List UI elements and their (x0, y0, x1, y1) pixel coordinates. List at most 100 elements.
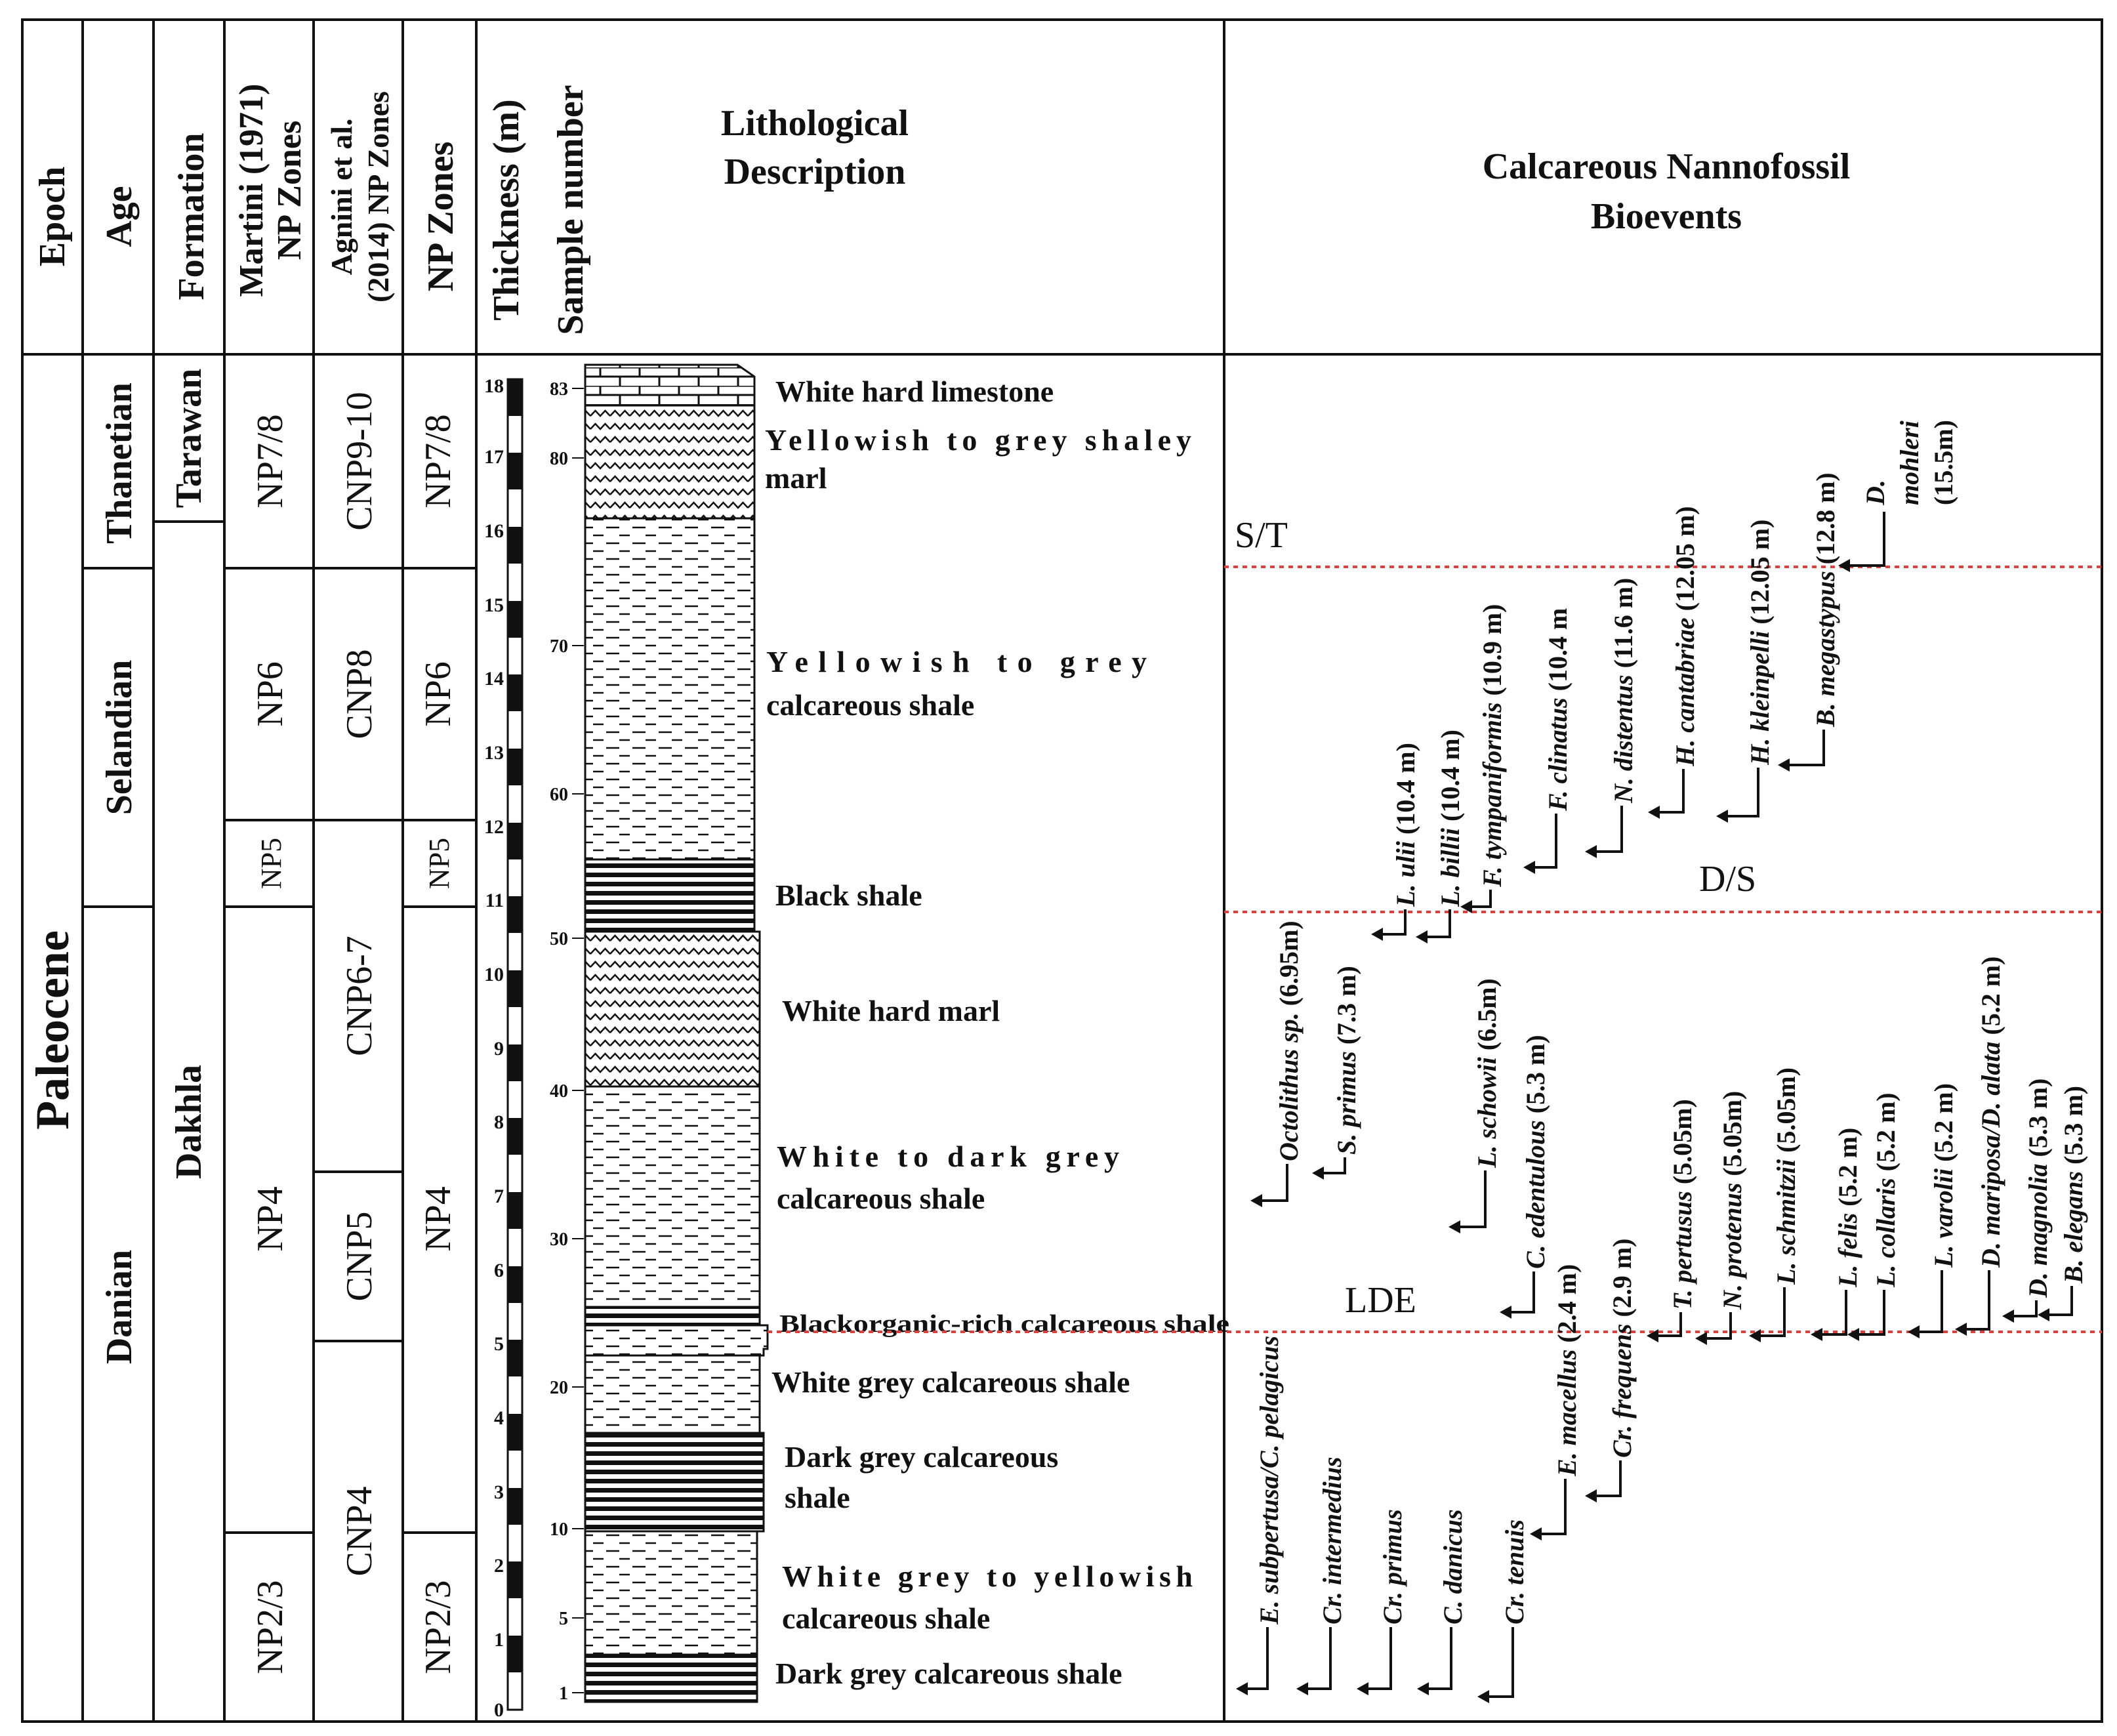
bioevent-label: L. varolii (5.2 m) (1929, 1083, 1958, 1268)
agnini-zone: CNP9-10 (339, 392, 380, 531)
martini-zone: NP6 (250, 661, 291, 727)
litho-desc: shale (785, 1481, 850, 1514)
martini-zone: NP5 (255, 838, 287, 889)
sample-tick: 10 (550, 1519, 568, 1540)
bioevent-label: N. distentus (11.6 m) (1609, 578, 1638, 804)
header-age: Age (99, 186, 140, 247)
sample-tick: 50 (550, 929, 568, 949)
thickness-tick: 13 (484, 742, 504, 764)
thickness-tick: 11 (485, 890, 504, 911)
header-agnini-1: Agnini et al. (325, 119, 358, 276)
litho-desc: Blackorganic-rich calcareous shale (779, 1310, 1229, 1338)
header-sample: Sample number (550, 85, 591, 335)
np-zone: NP5 (423, 838, 455, 889)
bioevent-label: H. cantabriae (12.05 m) (1670, 506, 1700, 767)
thickness-tick: 12 (484, 816, 504, 838)
header-litho-1: Lithological (721, 103, 909, 144)
bioevent-label: mohleri (1895, 421, 1924, 505)
header-formation: Formation (171, 133, 212, 300)
bioevent-label: S. primus (7.3 m) (1332, 966, 1361, 1155)
bioevent-label: F. clinatus (10.4 m (1543, 608, 1572, 812)
boundary-lines (768, 566, 2102, 1333)
bioevent-label: Cr. primus (1378, 1509, 1407, 1624)
agnini-zone: CNP8 (339, 650, 380, 739)
unit-white-dark-shale (584, 1085, 761, 1308)
unit-black-shale (584, 858, 756, 933)
unit-limestone (584, 363, 756, 407)
unit-basal-dark-shale (584, 1653, 758, 1703)
sample-tick: 80 (550, 449, 568, 469)
boundary-lde-label: LDE (1345, 1280, 1416, 1321)
bioevent-arrowheads (1236, 559, 2049, 1703)
thickness-tick: 18 (484, 375, 504, 397)
sample-ticks: 83 80 70 60 50 40 30 20 10 5 1 (550, 379, 568, 1704)
thickness-tick: 14 (484, 668, 504, 690)
unit-shaley-marl (584, 404, 756, 520)
unit-white-grey-shale (584, 1354, 761, 1434)
litho-desc: calcareous shale (766, 688, 974, 722)
agnini-zones: CNP9-10 CNP8 CNP6-7 CNP5 CNP4 (339, 392, 380, 1576)
thickness-tick: 17 (484, 446, 504, 468)
thickness-tick: 7 (494, 1186, 504, 1207)
sample-tick: 70 (550, 636, 568, 657)
thickness-tick: 6 (494, 1260, 504, 1281)
formation-tarawan: Tarawan (169, 369, 209, 508)
litho-desc: marl (765, 461, 827, 495)
bioevent-label: Cr. intermedius (1317, 1457, 1347, 1624)
litho-desc: White grey calcareous shale (771, 1365, 1130, 1399)
thickness-tick: 15 (484, 594, 504, 616)
header-bio-1: Calcareous Nannofossil (1483, 146, 1851, 187)
litho-desc: White to dark grey (777, 1140, 1119, 1173)
bioevent-label: L. schmitzii (5.05m) (1771, 1067, 1801, 1285)
boundary-ds-label: D/S (1699, 859, 1756, 899)
thickness-tick: 3 (494, 1481, 504, 1503)
thickness-tick: 16 (484, 520, 504, 542)
bioevent-label: D. (1860, 480, 1890, 506)
np-zone: NP2/3 (418, 1580, 459, 1674)
column-headers: Epoch Age Formation Martini (1971) NP Zo… (32, 84, 1850, 335)
bioevent-label: L. schowii (6.5m) (1472, 978, 1502, 1168)
zone-dividers (83, 520, 476, 1534)
bioevent-label: C. danicus (1438, 1509, 1468, 1624)
np-zone: NP4 (418, 1186, 459, 1252)
bioevent-label: E. macellus (2.4 m) (1552, 1264, 1582, 1477)
bioevent-arrows (1245, 512, 2073, 1698)
bioevent-label: D. mariposa/D. alata (5.2 m) (1976, 957, 2005, 1268)
bioevent-label: Cr. frequens (2.9 m) (1607, 1239, 1637, 1458)
bioevent-label: Octolithus sp. (6.95m) (1274, 920, 1304, 1161)
header-martini-2: NP Zones (271, 121, 308, 260)
thickness-tick: 9 (494, 1038, 504, 1060)
bioevent-label: C. edentulous (5.3 m) (1521, 1035, 1550, 1269)
np-zone: NP7/8 (418, 414, 459, 508)
unit-organic-shale (584, 1306, 761, 1327)
boundary-labels: S/T D/S LDE (1235, 515, 1756, 1321)
header-thickness: Thickness (m) (486, 99, 527, 321)
bioevent-label: F. tympaniformis (10.9 m) (1477, 604, 1507, 888)
bioevent-label: B. elegans (5.3 m) (2059, 1086, 2088, 1284)
sample-tick: 40 (550, 1081, 568, 1102)
unit-white-yellowish-shale (584, 1530, 758, 1656)
table-frame (21, 18, 2103, 1723)
martini-zones: NP7/8 NP6 NP5 NP4 NP2/3 (250, 414, 291, 1674)
formation-dakhla: Dakhla (169, 1065, 209, 1179)
age-thanetian: Thanetian (99, 382, 140, 544)
header-epoch: Epoch (32, 167, 73, 267)
thickness-tick: 5 (494, 1333, 504, 1355)
bioevent-label: L. felis (5.2 m) (1833, 1128, 1862, 1288)
martini-zone: NP2/3 (250, 1580, 291, 1674)
header-martini-1: Martini (1971) (233, 84, 270, 297)
thickness-scale (506, 378, 524, 1711)
bioevent-label: B. megastypus (12.8 m) (1811, 472, 1840, 728)
bioevent-label: D. magnolia (5.3 m) (2023, 1079, 2053, 1298)
np-zone: NP6 (418, 661, 459, 727)
bioevent-label: (15.5m) (1929, 420, 1958, 505)
bioevent-label: L. ulii (10.4 m) (1391, 743, 1420, 907)
sample-tick: 5 (559, 1609, 568, 1629)
litho-desc: Yellowish to grey shaley (765, 423, 1191, 457)
thickness-tick: 0 (494, 1699, 504, 1721)
bioevent-label: N. protenus (5.05m) (1717, 1091, 1747, 1310)
chrono-labels: Paleocene Thanetian Selandian Danian Tar… (26, 369, 209, 1364)
sample-tick-marks (572, 388, 584, 1693)
sample-tick: 83 (550, 379, 568, 400)
